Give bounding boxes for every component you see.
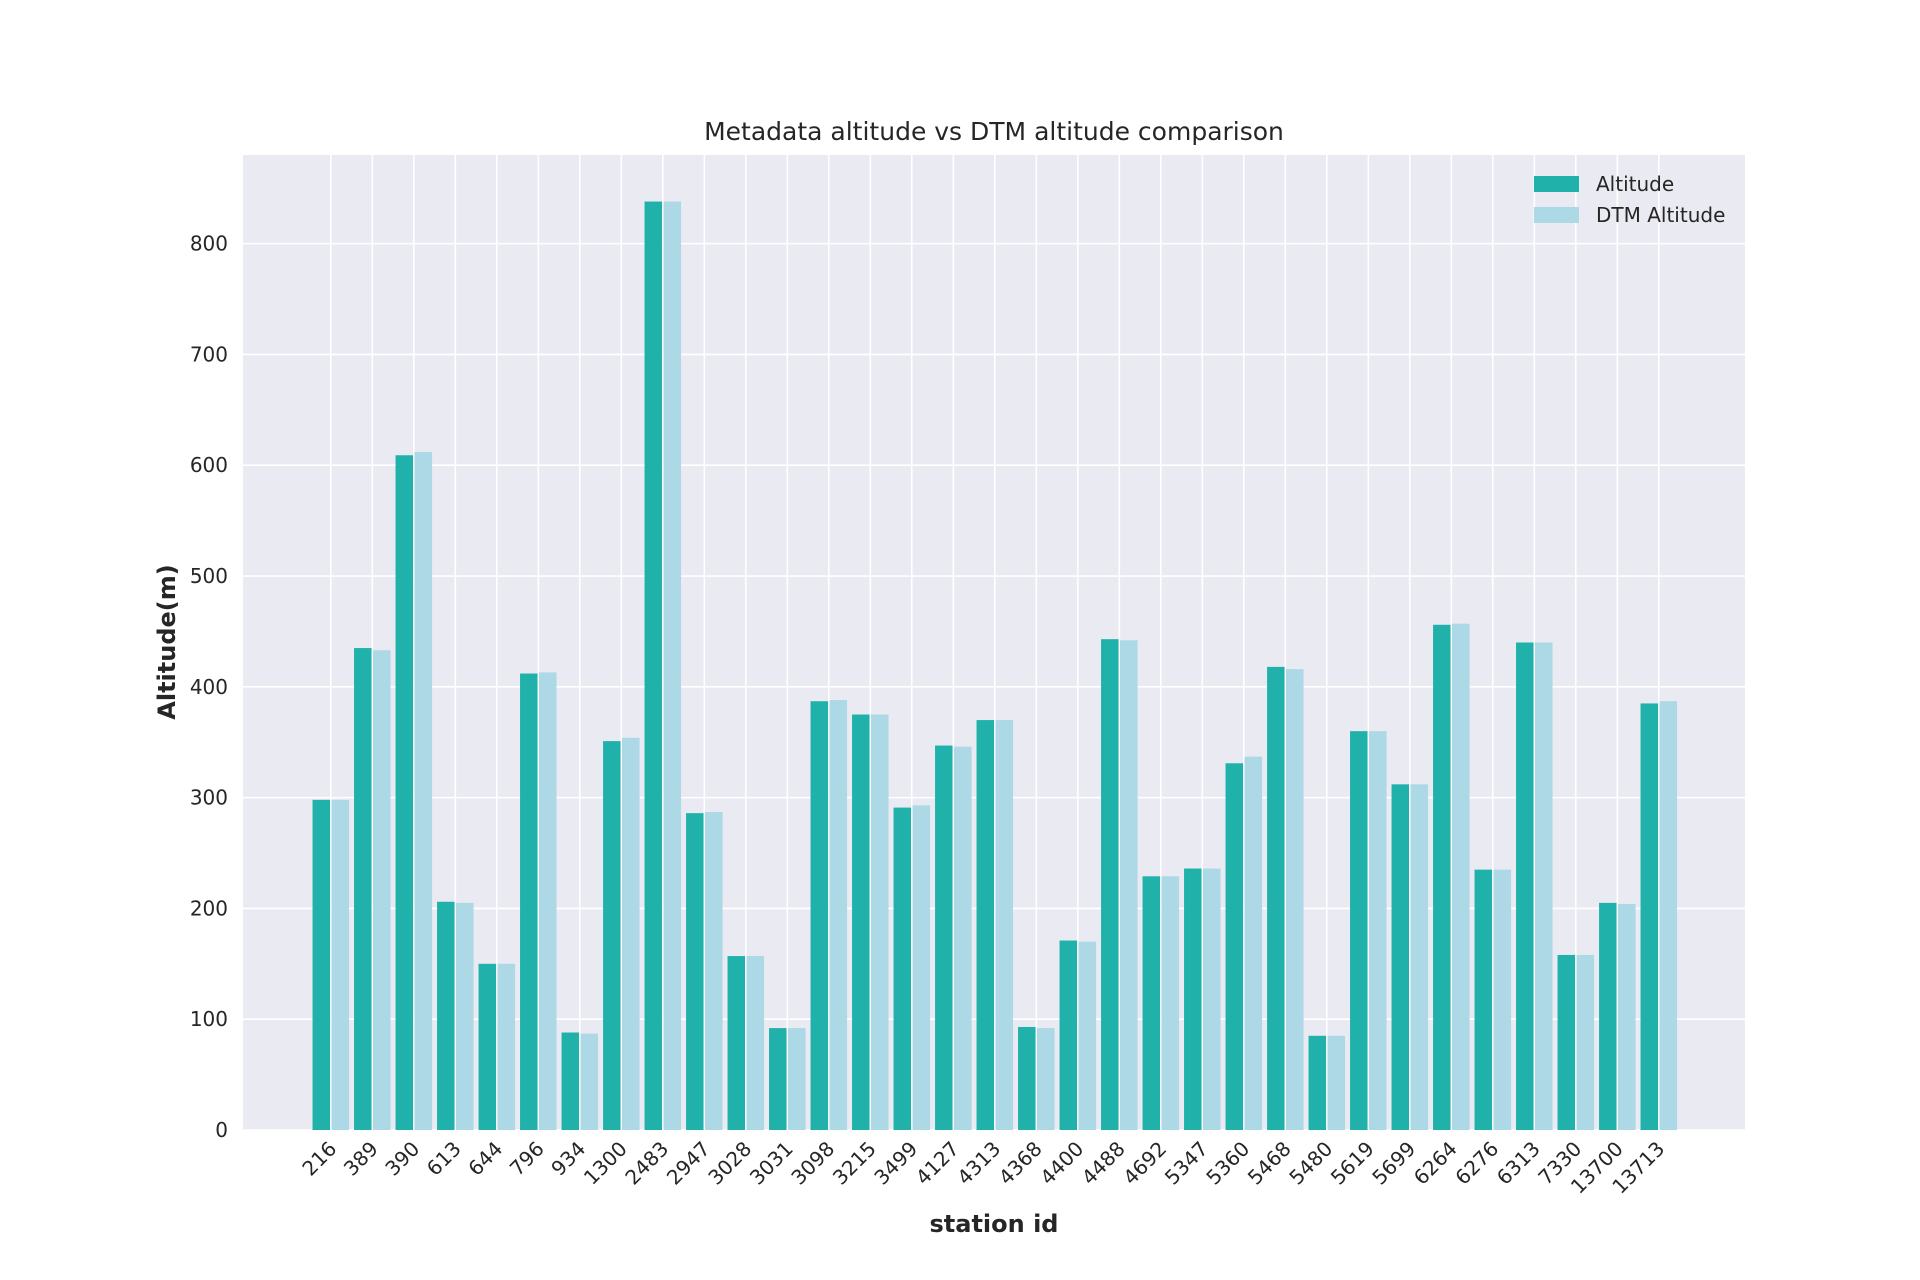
bar-altitude bbox=[1184, 868, 1202, 1130]
y-tick-label: 500 bbox=[190, 564, 228, 588]
y-tick-label: 100 bbox=[190, 1007, 228, 1031]
bar-altitude bbox=[769, 1028, 787, 1130]
bar-dtm-altitude bbox=[829, 700, 848, 1130]
chart-title: Metadata altitude vs DTM altitude compar… bbox=[704, 117, 1284, 146]
bar-altitude bbox=[437, 901, 455, 1130]
bar-altitude bbox=[1391, 784, 1410, 1130]
y-tick-label: 200 bbox=[190, 896, 228, 920]
grid-layer bbox=[243, 155, 1745, 1131]
bar-altitude bbox=[1433, 624, 1451, 1130]
bar-altitude bbox=[810, 701, 829, 1130]
bar-dtm-altitude bbox=[788, 1028, 806, 1130]
bar-altitude bbox=[312, 799, 331, 1130]
bar-altitude bbox=[561, 1032, 580, 1130]
bar-dtm-altitude bbox=[1618, 903, 1636, 1130]
bar-altitude bbox=[354, 648, 372, 1130]
bar-dtm-altitude bbox=[912, 805, 931, 1130]
bar-altitude bbox=[1308, 1035, 1327, 1130]
bar-dtm-altitude bbox=[1244, 756, 1263, 1130]
bar-dtm-altitude bbox=[1535, 642, 1553, 1130]
bar-dtm-altitude bbox=[1493, 869, 1512, 1130]
bar-dtm-altitude bbox=[663, 201, 682, 1130]
bar-dtm-altitude bbox=[1410, 784, 1429, 1130]
bar-altitude bbox=[603, 741, 621, 1130]
bar-dtm-altitude bbox=[705, 812, 723, 1130]
bar-altitude bbox=[395, 455, 414, 1130]
legend-swatch-dtm-altitude bbox=[1534, 207, 1579, 223]
bar-dtm-altitude bbox=[414, 451, 433, 1130]
bar-dtm-altitude bbox=[456, 902, 474, 1130]
bar-altitude bbox=[1142, 876, 1161, 1130]
bar-altitude bbox=[1474, 869, 1493, 1130]
y-tick-label: 300 bbox=[190, 786, 228, 810]
bar-dtm-altitude bbox=[1037, 1028, 1055, 1130]
bars-layer bbox=[312, 201, 1678, 1131]
bar-dtm-altitude bbox=[580, 1033, 599, 1130]
bar-dtm-altitude bbox=[1078, 941, 1097, 1130]
y-tick-label: 800 bbox=[190, 232, 228, 256]
bar-dtm-altitude bbox=[331, 799, 350, 1130]
bar-altitude bbox=[686, 813, 704, 1131]
bar-altitude bbox=[520, 673, 538, 1130]
bar-altitude bbox=[478, 963, 497, 1130]
bar-dtm-altitude bbox=[871, 714, 889, 1130]
bar-dtm-altitude bbox=[497, 963, 516, 1130]
bar-altitude bbox=[935, 745, 953, 1130]
bar-altitude bbox=[727, 956, 746, 1130]
bar-altitude bbox=[976, 720, 995, 1130]
bar-dtm-altitude bbox=[1369, 731, 1387, 1130]
legend-label-dtm-altitude: DTM Altitude bbox=[1596, 203, 1725, 227]
bar-altitude bbox=[1350, 731, 1368, 1130]
bar-altitude bbox=[852, 714, 870, 1130]
bar-altitude bbox=[1516, 642, 1534, 1130]
bar-dtm-altitude bbox=[1576, 954, 1595, 1130]
bar-altitude bbox=[1267, 666, 1285, 1131]
bar-dtm-altitude bbox=[746, 956, 765, 1130]
bar-dtm-altitude bbox=[1161, 876, 1180, 1130]
bar-altitude bbox=[1557, 954, 1576, 1130]
bar-dtm-altitude bbox=[622, 737, 640, 1130]
legend-label-altitude: Altitude bbox=[1596, 172, 1674, 196]
bar-dtm-altitude bbox=[373, 650, 391, 1130]
bar-dtm-altitude bbox=[1659, 701, 1678, 1130]
y-tick-labels: 0 100 200 300 400 500 600 700 800 bbox=[190, 232, 228, 1142]
bar-altitude bbox=[1059, 940, 1078, 1130]
bar-dtm-altitude bbox=[539, 672, 557, 1130]
bar-altitude bbox=[644, 201, 663, 1130]
bar-altitude bbox=[1225, 763, 1244, 1130]
bar-altitude bbox=[1640, 703, 1659, 1130]
bar-dtm-altitude bbox=[1120, 640, 1138, 1130]
bar-altitude bbox=[1101, 639, 1119, 1130]
y-tick-label: 400 bbox=[190, 675, 228, 699]
bar-altitude bbox=[893, 807, 912, 1130]
legend-swatch-altitude bbox=[1534, 176, 1579, 192]
y-tick-label: 700 bbox=[190, 342, 228, 366]
bar-dtm-altitude bbox=[995, 720, 1014, 1130]
x-axis-label: station id bbox=[930, 1210, 1059, 1238]
legend: Altitude DTM Altitude bbox=[1534, 172, 1725, 227]
bar-dtm-altitude bbox=[1203, 868, 1221, 1130]
bar-dtm-altitude bbox=[1452, 623, 1470, 1130]
bar-dtm-altitude bbox=[1286, 669, 1304, 1130]
y-tick-label: 0 bbox=[215, 1118, 228, 1142]
y-axis-label: Altitude(m) bbox=[153, 564, 181, 719]
bar-dtm-altitude bbox=[954, 746, 972, 1130]
bar-altitude bbox=[1599, 902, 1617, 1130]
bar-dtm-altitude bbox=[1327, 1035, 1346, 1130]
y-tick-label: 600 bbox=[190, 453, 228, 477]
bar-altitude bbox=[1018, 1026, 1036, 1130]
